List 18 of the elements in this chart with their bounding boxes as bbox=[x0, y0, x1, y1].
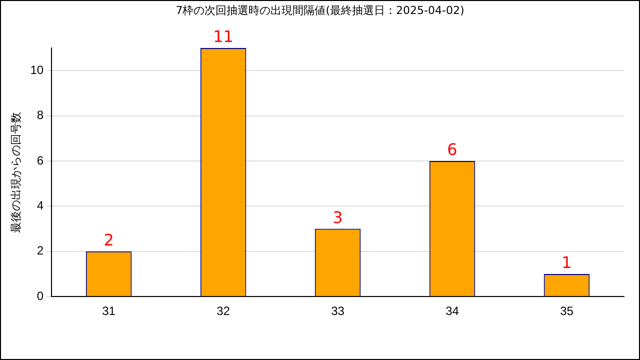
x-tick-label: 32 bbox=[216, 304, 230, 318]
data-label: 1 bbox=[562, 253, 572, 272]
y-tick-label: 4 bbox=[36, 198, 44, 213]
x-tick-label: 31 bbox=[102, 304, 116, 318]
data-label: 11 bbox=[213, 27, 234, 46]
data-label: 2 bbox=[104, 230, 114, 250]
x-tick-label: 33 bbox=[331, 304, 345, 318]
chart-title: 7枠の次回抽選時の出現間隔値(最終抽選日：2025-04-02) bbox=[174, 3, 466, 18]
x-tick-label: 35 bbox=[560, 304, 574, 318]
data-label: 3 bbox=[332, 208, 343, 227]
y-tick-label: 6 bbox=[36, 153, 44, 168]
y-tick-label: 8 bbox=[36, 108, 44, 122]
y-tick-label: 0 bbox=[36, 288, 44, 303]
x-tick-label: 34 bbox=[446, 304, 460, 318]
y-axis-title: 最後の出現からの回号数 bbox=[10, 112, 23, 233]
y-tick-label: 2 bbox=[36, 244, 44, 258]
y-tick-label: 10 bbox=[30, 62, 44, 77]
data-label: 6 bbox=[447, 140, 458, 160]
